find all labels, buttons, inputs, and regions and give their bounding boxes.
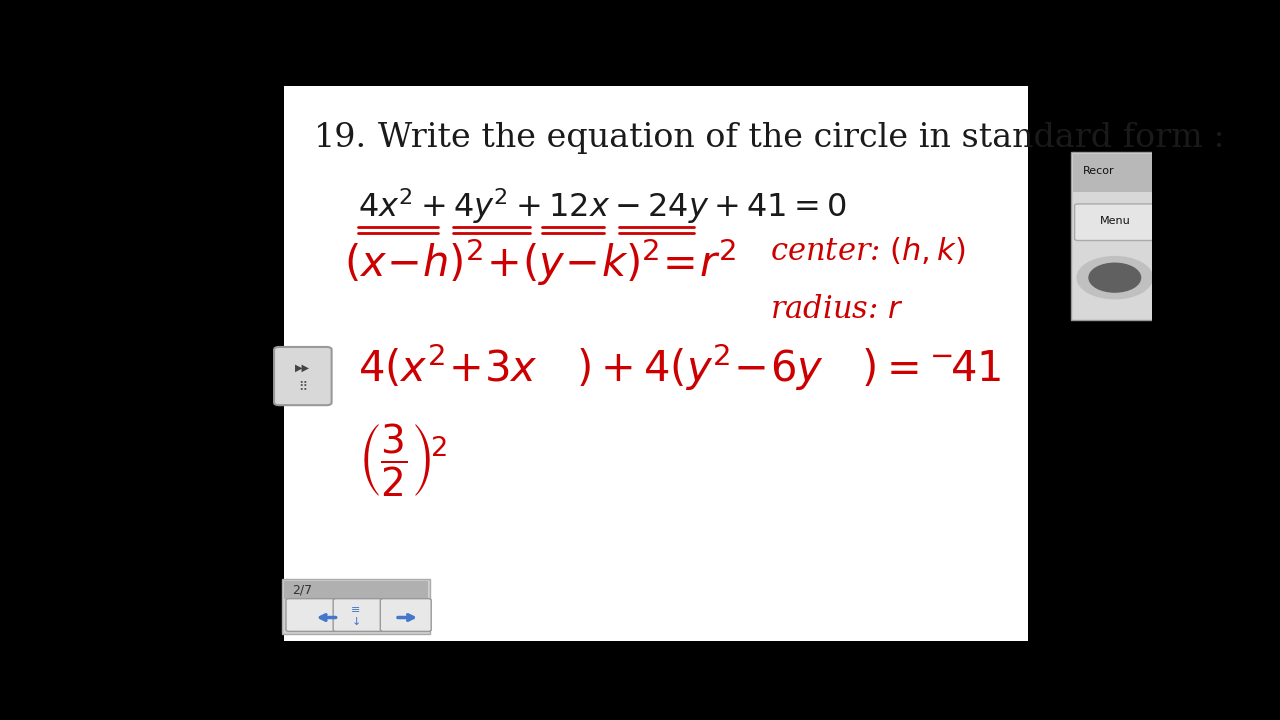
Text: Menu: Menu xyxy=(1100,216,1130,226)
Text: Write the equation of the circle in standard form :: Write the equation of the circle in stan… xyxy=(379,122,1225,154)
Text: ▶▶: ▶▶ xyxy=(296,363,310,373)
Text: Recor: Recor xyxy=(1083,166,1114,176)
Text: $(x\!-\!h)^2\!+\!(y\!-\!k)^2\!=\!r^2$: $(x\!-\!h)^2\!+\!(y\!-\!k)^2\!=\!r^2$ xyxy=(343,236,736,287)
FancyBboxPatch shape xyxy=(282,579,430,634)
FancyBboxPatch shape xyxy=(1070,152,1158,320)
Text: $4x^2 + 4y^2 + 12x - 24y + 41 = 0$: $4x^2 + 4y^2 + 12x - 24y + 41 = 0$ xyxy=(358,186,847,226)
Text: 2/7: 2/7 xyxy=(292,583,312,596)
FancyBboxPatch shape xyxy=(274,347,332,405)
Circle shape xyxy=(1076,256,1152,299)
FancyBboxPatch shape xyxy=(284,86,1028,641)
FancyBboxPatch shape xyxy=(1073,154,1157,192)
FancyBboxPatch shape xyxy=(1075,204,1155,240)
Text: 19.: 19. xyxy=(314,122,367,154)
Text: $4(x^2\!+\!3x\quad) + 4(y^2\!-\!6y\quad) = {}^{-\!}41$: $4(x^2\!+\!3x\quad) + 4(y^2\!-\!6y\quad)… xyxy=(358,341,1002,393)
Circle shape xyxy=(1089,264,1140,292)
FancyBboxPatch shape xyxy=(285,598,337,631)
Text: ≡
↓: ≡ ↓ xyxy=(351,605,361,626)
Text: center: $(h, k)$: center: $(h, k)$ xyxy=(771,236,965,267)
FancyBboxPatch shape xyxy=(284,581,428,599)
Text: ⠿: ⠿ xyxy=(298,380,307,393)
FancyBboxPatch shape xyxy=(333,598,384,631)
Text: radius: $r$: radius: $r$ xyxy=(771,294,904,325)
FancyBboxPatch shape xyxy=(380,598,431,631)
Text: $\left(\dfrac{3}{2}\right)^{\!2}$: $\left(\dfrac{3}{2}\right)^{\!2}$ xyxy=(358,422,447,499)
